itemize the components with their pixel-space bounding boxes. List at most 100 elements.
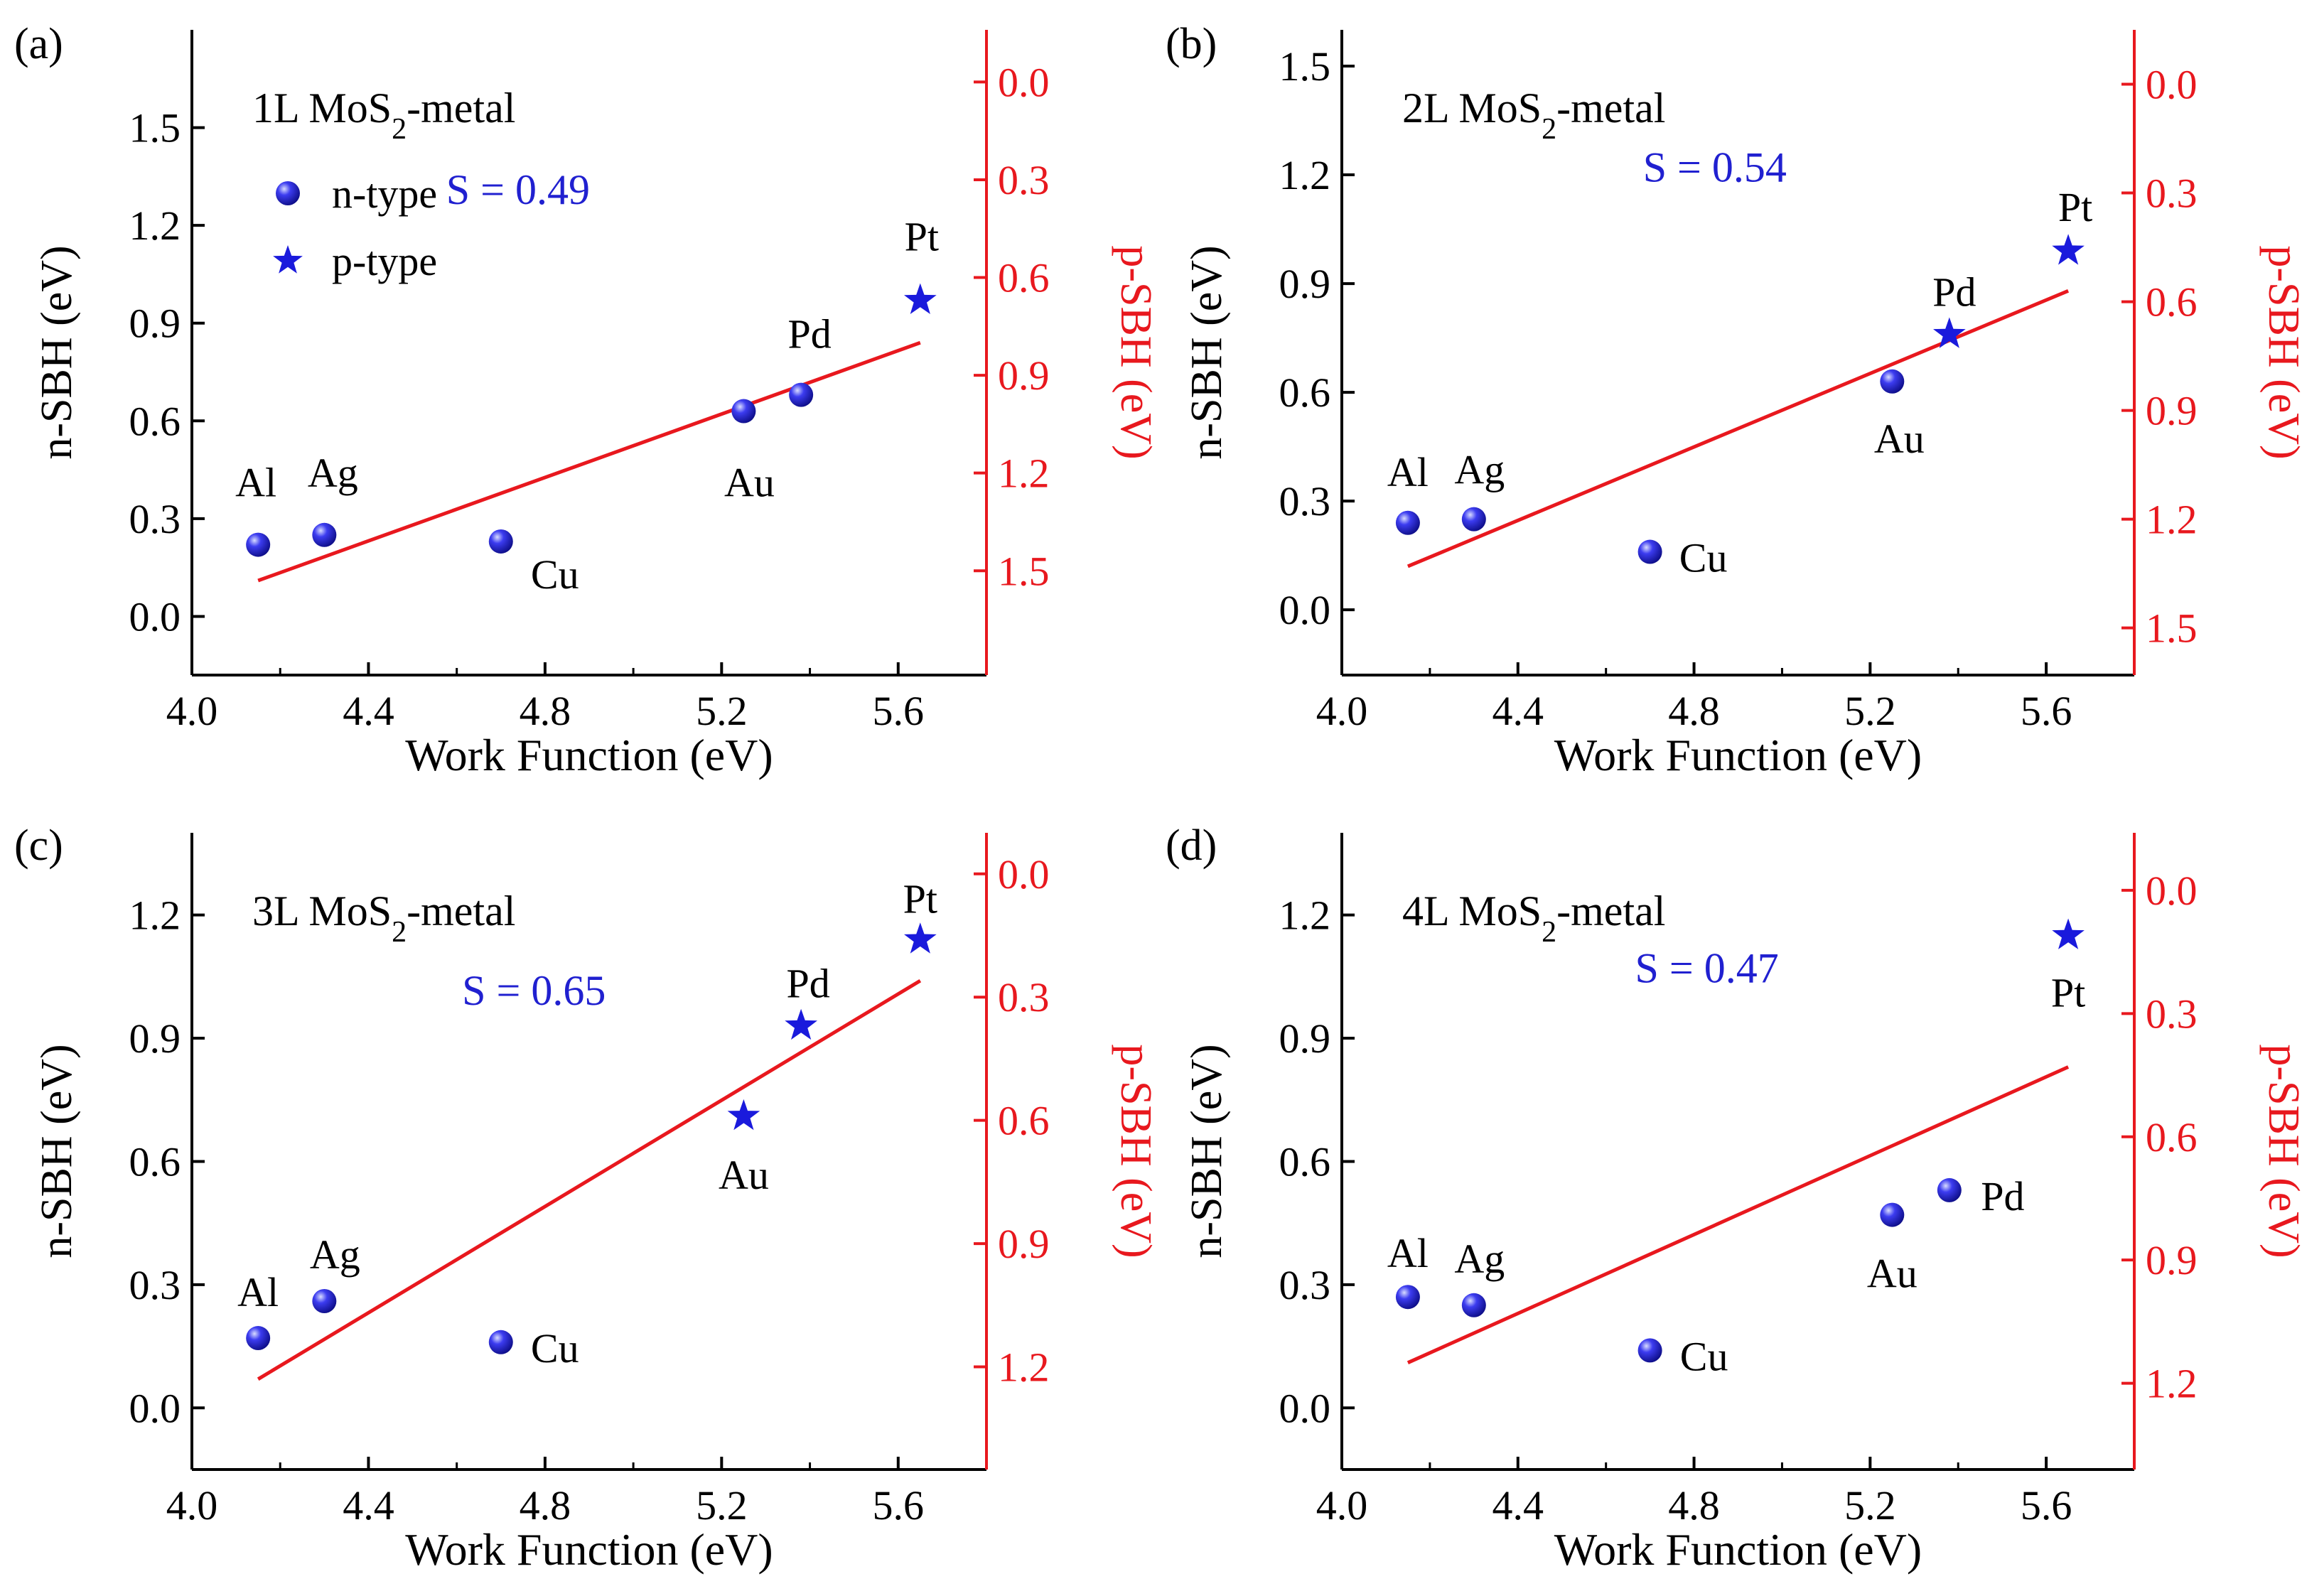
y-tick-label: 0.9 xyxy=(129,1015,181,1062)
y-right-tick-label: 0.6 xyxy=(2146,1114,2198,1160)
y-tick-label: 0.6 xyxy=(1279,370,1331,416)
y-right-axis-title: p-SBH (eV) xyxy=(2259,245,2302,459)
slope-label: S = 0.65 xyxy=(462,967,606,1014)
point-label-pd: Pd xyxy=(1932,269,1976,315)
y-tick-label: 1.2 xyxy=(1279,893,1331,939)
point-label-al: Al xyxy=(237,1269,279,1315)
x-tick-label: 4.4 xyxy=(343,688,394,734)
y-right-tick-label: 0.0 xyxy=(998,851,1050,897)
point-label-ag: Ag xyxy=(1454,1236,1505,1282)
x-axis-title: Work Function (eV) xyxy=(1554,1524,1922,1575)
panel-title: 1L MoS2-metal xyxy=(252,85,515,146)
y-tick-label: 0.3 xyxy=(129,1262,181,1308)
point-label-cu: Cu xyxy=(531,551,579,598)
y-right-axis-title: p-SBH (eV) xyxy=(1112,1044,1160,1258)
point-pt xyxy=(904,283,937,314)
x-tick-label: 4.8 xyxy=(520,1482,571,1528)
point-label-pd: Pd xyxy=(788,311,832,357)
point-label-cu: Cu xyxy=(1680,1333,1728,1379)
point-label-al: Al xyxy=(235,460,276,506)
x-tick-label: 4.8 xyxy=(1668,1482,1720,1528)
point-au xyxy=(1880,1202,1905,1227)
x-tick-label: 5.2 xyxy=(1844,688,1896,734)
y-tick-label: 0.0 xyxy=(129,1385,181,1431)
x-tick-label: 5.2 xyxy=(696,688,748,734)
y-tick-label: 0.3 xyxy=(129,496,181,542)
point-pt xyxy=(2052,918,2085,949)
y-axis-title: n-SBH (eV) xyxy=(33,1044,81,1258)
point-label-au: Au xyxy=(724,460,775,506)
x-tick-label: 4.0 xyxy=(1316,1482,1368,1528)
point-pd xyxy=(785,1008,817,1040)
point-label-au: Au xyxy=(1867,1251,1918,1297)
y-tick-label: 0.9 xyxy=(1279,1015,1331,1062)
point-cu xyxy=(488,529,513,554)
y-right-tick-label: 0.9 xyxy=(998,1221,1050,1267)
point-label-ag: Ag xyxy=(308,450,358,496)
panel-label: (a) xyxy=(14,20,63,68)
y-right-tick-label: 0.0 xyxy=(2146,868,2198,914)
x-tick-label: 4.8 xyxy=(1668,688,1720,734)
y-right-tick-label: 0.0 xyxy=(2146,62,2198,108)
point-pd xyxy=(1933,317,1966,348)
y-tick-label: 0.6 xyxy=(129,398,181,444)
panel-d: (d) 4.0 4.4 4.8 5.2 5.6 0.0 0.3 0.6 0.9 1.2 0.0 0.3 0… xyxy=(1166,821,2302,1575)
legend-p-marker xyxy=(273,245,303,274)
y-tick-label: 0.6 xyxy=(1279,1138,1331,1185)
x-tick-label: 4.8 xyxy=(520,688,571,734)
legend-n-marker xyxy=(276,181,300,205)
point-au xyxy=(1880,369,1905,394)
panel-title: 2L MoS2-metal xyxy=(1402,85,1665,146)
x-axis-title: Work Function (eV) xyxy=(405,1524,773,1575)
y-tick-label: 0.0 xyxy=(129,593,181,640)
point-cu xyxy=(1637,539,1662,564)
y-tick-label: 1.5 xyxy=(129,105,181,151)
panel-title: 3L MoS2-metal xyxy=(252,888,515,949)
point-al xyxy=(246,532,271,557)
panel-label: (b) xyxy=(1166,20,1217,68)
x-tick-label: 4.0 xyxy=(166,688,218,734)
slope-label: S = 0.49 xyxy=(446,166,590,213)
point-label-al: Al xyxy=(1387,1230,1429,1276)
panel-label: (c) xyxy=(14,821,63,870)
y-tick-label: 0.0 xyxy=(1279,587,1331,633)
point-ag xyxy=(1461,1293,1486,1317)
panel-title: 4L MoS2-metal xyxy=(1402,888,1665,949)
point-cu xyxy=(1637,1338,1662,1363)
y-tick-label: 0.3 xyxy=(1279,478,1331,524)
x-axis-title: Work Function (eV) xyxy=(1554,730,1922,780)
x-tick-label: 5.6 xyxy=(2021,688,2072,734)
legend-p-label: p-type xyxy=(332,238,437,284)
y-right-tick-label: 0.9 xyxy=(2146,1237,2198,1283)
point-label-pt: Pt xyxy=(905,214,939,260)
point-ag xyxy=(312,522,337,547)
x-tick-label: 5.6 xyxy=(873,688,925,734)
point-pt xyxy=(904,922,937,954)
y-tick-label: 0.6 xyxy=(129,1138,181,1185)
y-right-tick-label: 0.3 xyxy=(2146,171,2198,217)
point-label-cu: Cu xyxy=(531,1325,579,1371)
y-right-tick-label: 0.3 xyxy=(998,157,1050,203)
y-tick-label: 1.5 xyxy=(1279,43,1331,90)
y-axis-title: n-SBH (eV) xyxy=(1183,245,1231,459)
y-axis-title: n-SBH (eV) xyxy=(1183,1044,1231,1258)
y-right-tick-label: 1.2 xyxy=(998,1344,1050,1390)
point-pt xyxy=(2052,234,2085,265)
y-tick-label: 0.0 xyxy=(1279,1385,1331,1431)
x-axis-title: Work Function (eV) xyxy=(405,730,773,780)
point-ag xyxy=(1461,507,1486,532)
slope-label: S = 0.54 xyxy=(1643,144,1787,190)
x-tick-label: 5.6 xyxy=(873,1482,925,1528)
point-label-pd: Pd xyxy=(787,961,830,1007)
point-al xyxy=(1395,510,1420,535)
x-tick-label: 5.6 xyxy=(2021,1482,2072,1528)
point-label-au: Au xyxy=(719,1152,769,1198)
panel-a: (a) 4.0 4.4 4.8 5.2 5.6 0.0 0.3 0.6 0.9 1.2 1.5 0.0 0… xyxy=(14,20,1160,780)
y-right-tick-label: 1.2 xyxy=(2146,1361,2198,1407)
point-label-ag: Ag xyxy=(310,1231,360,1278)
point-label-ag: Ag xyxy=(1454,447,1505,493)
x-tick-label: 5.2 xyxy=(696,1482,748,1528)
fit-line xyxy=(257,978,922,1381)
y-right-tick-label: 0.9 xyxy=(2146,388,2198,434)
